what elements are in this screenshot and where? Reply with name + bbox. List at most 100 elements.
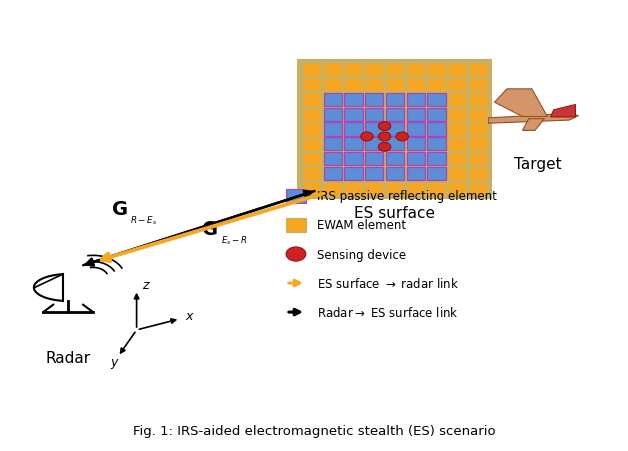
- Bar: [386, 168, 404, 181]
- Bar: [344, 93, 362, 106]
- Bar: [365, 78, 383, 92]
- Bar: [448, 93, 467, 106]
- Bar: [365, 64, 383, 77]
- Bar: [427, 168, 445, 181]
- Polygon shape: [494, 90, 548, 117]
- Bar: [365, 168, 383, 181]
- Bar: [303, 168, 321, 181]
- Polygon shape: [489, 114, 578, 124]
- Text: ES surface: ES surface: [354, 206, 435, 221]
- Bar: [303, 108, 321, 121]
- Bar: [303, 183, 321, 196]
- Bar: [323, 123, 342, 136]
- Bar: [406, 153, 425, 166]
- Bar: [344, 78, 362, 92]
- Bar: [468, 93, 487, 106]
- Bar: [323, 64, 342, 77]
- Circle shape: [396, 133, 408, 142]
- Bar: [323, 93, 342, 106]
- Bar: [303, 123, 321, 136]
- Bar: [323, 138, 342, 151]
- Bar: [406, 123, 425, 136]
- Bar: [427, 64, 445, 77]
- Bar: [323, 108, 342, 121]
- Circle shape: [378, 133, 391, 142]
- Bar: [365, 153, 383, 166]
- Bar: [406, 108, 425, 121]
- Bar: [365, 108, 383, 121]
- Bar: [427, 153, 445, 166]
- Bar: [448, 78, 467, 92]
- Bar: [468, 64, 487, 77]
- Bar: [427, 78, 445, 92]
- Bar: [468, 153, 487, 166]
- Text: Sensing device: Sensing device: [317, 248, 406, 261]
- Bar: [298, 61, 491, 199]
- Bar: [344, 138, 362, 151]
- Bar: [406, 138, 425, 151]
- Bar: [365, 183, 383, 196]
- Text: Radar$\rightarrow$ ES surface link: Radar$\rightarrow$ ES surface link: [317, 305, 459, 319]
- Bar: [365, 138, 383, 151]
- Text: $\mathbf{G}$: $\mathbf{G}$: [111, 201, 127, 219]
- Text: ES surface $\rightarrow$ radar link: ES surface $\rightarrow$ radar link: [317, 276, 459, 290]
- Bar: [468, 108, 487, 121]
- Bar: [386, 64, 404, 77]
- Bar: [323, 183, 342, 196]
- Bar: [386, 183, 404, 196]
- Bar: [427, 123, 445, 136]
- Bar: [365, 93, 383, 106]
- Text: $_{R-E_s}$: $_{R-E_s}$: [131, 214, 158, 227]
- Text: $x$: $x$: [185, 309, 195, 322]
- Text: Target: Target: [514, 156, 562, 171]
- Text: $\mathbf{G}$: $\mathbf{G}$: [201, 221, 217, 239]
- Text: EWAM element: EWAM element: [317, 219, 406, 232]
- Text: $y$: $y$: [110, 356, 120, 370]
- Bar: [386, 78, 404, 92]
- Bar: [448, 153, 467, 166]
- Bar: [427, 108, 445, 121]
- Bar: [386, 123, 404, 136]
- Bar: [406, 168, 425, 181]
- Text: Fig. 1: IRS-aided electromagnetic stealth (ES) scenario: Fig. 1: IRS-aided electromagnetic stealt…: [133, 424, 495, 437]
- Circle shape: [286, 247, 306, 262]
- Bar: [448, 183, 467, 196]
- Bar: [448, 168, 467, 181]
- Bar: [386, 108, 404, 121]
- Bar: [406, 64, 425, 77]
- Bar: [286, 218, 306, 233]
- Bar: [427, 93, 445, 106]
- Bar: [344, 64, 362, 77]
- Bar: [344, 168, 362, 181]
- Polygon shape: [522, 120, 544, 131]
- Bar: [344, 183, 362, 196]
- Bar: [323, 78, 342, 92]
- Bar: [303, 138, 321, 151]
- Bar: [303, 64, 321, 77]
- Bar: [448, 108, 467, 121]
- Bar: [448, 138, 467, 151]
- Text: IRS passive reflecting element: IRS passive reflecting element: [317, 190, 497, 203]
- Bar: [286, 189, 306, 204]
- Circle shape: [360, 133, 373, 142]
- Bar: [344, 153, 362, 166]
- Bar: [344, 108, 362, 121]
- Bar: [323, 168, 342, 181]
- Bar: [406, 93, 425, 106]
- Bar: [468, 123, 487, 136]
- Bar: [406, 78, 425, 92]
- Text: $_{E_s-R}$: $_{E_s-R}$: [220, 235, 247, 248]
- Circle shape: [378, 122, 391, 131]
- Bar: [448, 123, 467, 136]
- Polygon shape: [551, 105, 575, 118]
- Bar: [303, 93, 321, 106]
- Bar: [323, 153, 342, 166]
- Bar: [406, 183, 425, 196]
- Bar: [386, 153, 404, 166]
- Circle shape: [378, 143, 391, 152]
- Bar: [303, 78, 321, 92]
- Bar: [448, 64, 467, 77]
- Bar: [427, 138, 445, 151]
- Text: $z$: $z$: [141, 279, 150, 292]
- Bar: [468, 78, 487, 92]
